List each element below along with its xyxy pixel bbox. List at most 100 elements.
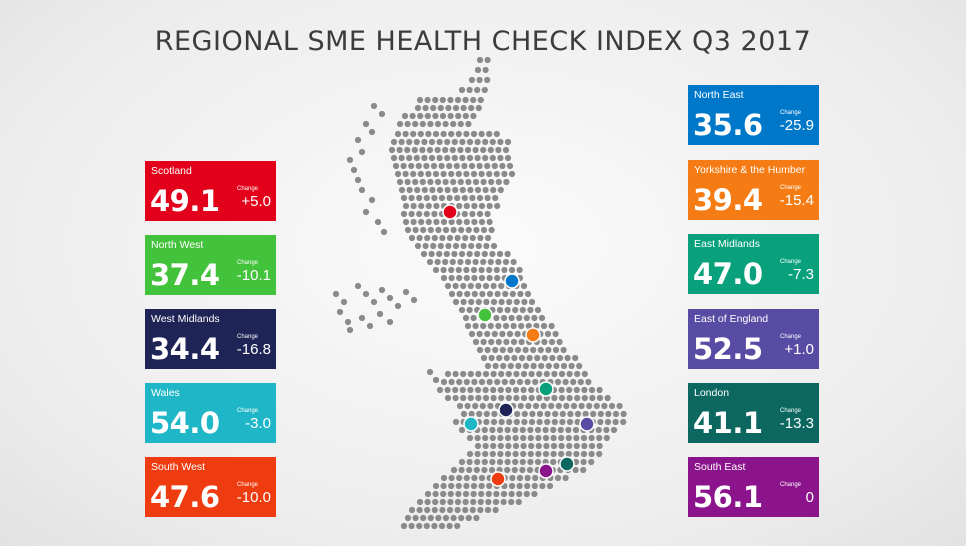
map-dot	[465, 178, 472, 186]
map-dot	[432, 266, 440, 274]
map-dot	[525, 402, 532, 410]
map-dot	[400, 194, 408, 202]
region-change: -10.1	[236, 267, 271, 284]
map-dot	[427, 120, 434, 128]
map-dot	[459, 138, 466, 146]
map-dot	[440, 218, 448, 226]
map-dot	[508, 498, 515, 506]
map-dot	[476, 56, 484, 64]
map-dot	[424, 498, 431, 506]
map-dot	[346, 326, 354, 334]
map-dot	[519, 426, 526, 434]
map-dot	[480, 322, 487, 330]
map-dot	[416, 234, 423, 242]
map-dot	[409, 112, 416, 120]
map-dot	[424, 112, 431, 120]
map-dot	[400, 210, 408, 218]
map-dot	[537, 346, 544, 354]
map-dot	[541, 354, 548, 362]
map-dot	[498, 298, 505, 306]
map-dot	[538, 362, 545, 370]
map-dot	[453, 162, 460, 170]
map-dot	[559, 418, 566, 426]
map-dot	[440, 378, 448, 386]
map-dot	[497, 386, 504, 394]
map-dot	[478, 218, 486, 226]
map-dot	[551, 394, 558, 402]
map-dot	[560, 346, 567, 354]
map-dot	[474, 138, 481, 146]
map-dot	[550, 450, 557, 458]
map-dot	[480, 338, 487, 346]
map-dot	[459, 186, 466, 194]
map-dot	[505, 442, 512, 450]
map-dot	[519, 306, 526, 314]
map-dot	[468, 104, 475, 112]
map-dot	[514, 410, 521, 418]
map-dot	[541, 338, 548, 346]
map-dot	[517, 402, 524, 410]
map-dot	[414, 104, 422, 112]
map-dot	[497, 138, 504, 146]
map-dot	[495, 146, 502, 154]
map-dot	[488, 338, 495, 346]
map-dot	[478, 266, 485, 274]
map-dot	[528, 418, 536, 426]
map-dot	[439, 234, 446, 242]
map-dot	[434, 178, 442, 186]
map-dot	[576, 362, 583, 370]
map-dot	[431, 522, 438, 530]
region-change: -15.4	[779, 192, 814, 209]
map-dot	[444, 386, 451, 394]
map-dot	[408, 210, 415, 218]
map-dot	[410, 218, 417, 226]
map-dot	[350, 166, 358, 174]
map-dot	[473, 514, 480, 522]
map-dot	[588, 458, 595, 466]
map-dot	[436, 386, 444, 394]
map-dot	[526, 354, 533, 362]
map-dot	[398, 186, 406, 194]
map-dot	[573, 450, 580, 458]
map-dot	[477, 96, 484, 104]
map-dot	[515, 498, 522, 506]
map-dot	[452, 386, 459, 394]
map-dot	[374, 218, 382, 226]
region-card-wales: Wales 54.0 Change -3.0	[145, 383, 276, 443]
map-dot	[493, 170, 500, 178]
map-dot	[488, 466, 496, 474]
map-dot	[510, 258, 517, 266]
change-label: Change	[780, 259, 802, 265]
map-dot	[418, 218, 425, 226]
map-dot	[527, 450, 534, 458]
map-dot	[434, 146, 441, 154]
map-dot	[552, 346, 560, 354]
region-marker-london	[559, 456, 575, 472]
map-dot	[597, 410, 604, 418]
map-dot	[444, 186, 451, 194]
map-dot	[423, 162, 430, 170]
map-dot	[466, 458, 473, 466]
map-dot	[470, 170, 478, 178]
map-dot	[550, 442, 558, 450]
map-dot	[496, 426, 504, 434]
map-dot	[593, 402, 600, 410]
map-dot	[461, 194, 468, 202]
map-dot	[444, 154, 451, 162]
map-dot	[484, 162, 491, 170]
map-dot	[509, 290, 516, 298]
map-dot	[424, 490, 432, 498]
map-dot	[508, 314, 515, 322]
map-dot	[475, 394, 482, 402]
region-marker-north-west	[477, 307, 493, 323]
map-dot	[538, 314, 546, 322]
map-dot	[480, 258, 487, 266]
map-dot	[486, 170, 493, 178]
map-dot	[439, 112, 447, 120]
region-score: 35.6	[693, 108, 763, 142]
map-dot	[447, 112, 454, 120]
map-dot	[472, 338, 480, 346]
map-dot	[486, 290, 494, 298]
map-dot	[478, 378, 486, 386]
region-card-north-west: North West 37.4 Change -10.1	[145, 235, 276, 295]
